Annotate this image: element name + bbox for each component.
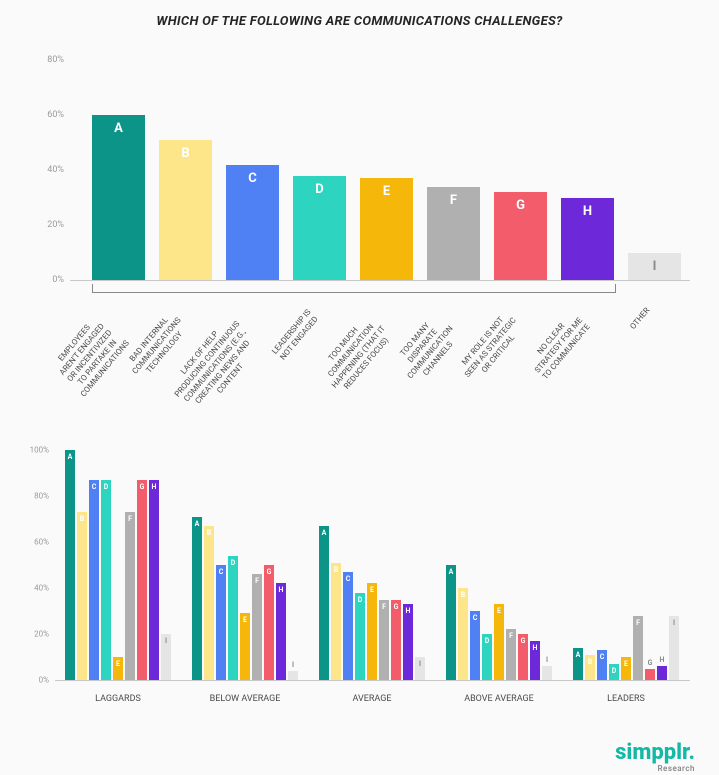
chart2-xlabel: AVERAGE	[353, 694, 392, 704]
chart2-bar-leaders-B: B	[585, 655, 595, 680]
chart2-bar-average-E: E	[367, 583, 377, 680]
chart2-bar-laggards-C: C	[89, 480, 99, 680]
chart2-bar-above-average-A: A	[446, 565, 456, 680]
chart1-xlabel: TOO MUCHCOMMUNICATIONHAPPENING (THAT ITR…	[315, 311, 396, 397]
chart2-bar-below-average-H: H	[276, 583, 286, 680]
chart2-plot: 0%20%40%60%80%100%ABCDEFGHIABCDEFGHIABCD…	[55, 450, 690, 680]
chart2-bar-average-A: A	[319, 526, 329, 680]
chart2-bar-above-average-B: B	[458, 588, 468, 680]
chart2-ytick: 40%	[19, 584, 49, 593]
chart2-bar-average-F: F	[379, 600, 389, 681]
chart2-ytick: 80%	[19, 492, 49, 501]
chart2-bar-average-B: B	[331, 563, 341, 680]
chart1-bar-I: I	[628, 253, 681, 281]
logo-dot: .	[688, 740, 695, 765]
chart1-x-axis	[70, 280, 690, 281]
chart1-bar-G: G	[494, 192, 547, 280]
chart-by-segment: 0%20%40%60%80%100%ABCDEFGHIABCDEFGHIABCD…	[55, 450, 690, 680]
chart1-xlabel: TOO MANYDISPARATECOMMUNICATIONCHANNELS	[390, 311, 463, 387]
chart1-xlabel: NO CLEARSTRATEGY FOR METO COMMUNICATE	[526, 309, 593, 381]
chart2-bar-above-average-D: D	[482, 634, 492, 680]
chart1-xlabel: LEADERSHIP ISNOT ENGAGED	[270, 308, 321, 363]
chart2-ytick: 20%	[19, 630, 49, 639]
chart2-ytick: 100%	[19, 446, 49, 455]
chart2-ytick: 0%	[19, 676, 49, 685]
chart2-x-axis	[55, 680, 690, 681]
chart2-xlabel: BELOW AVERAGE	[210, 694, 281, 704]
chart1-ytick: 40%	[32, 165, 64, 175]
chart2-bar-average-C: C	[343, 572, 353, 680]
chart2-bar-laggards-I: I	[161, 634, 171, 680]
chart2-bar-leaders-F: F	[633, 616, 643, 680]
chart1-bar-F: F	[427, 187, 480, 281]
chart2-bar-below-average-C: C	[216, 565, 226, 680]
chart2-xlabel: ABOVE AVERAGE	[464, 694, 534, 704]
chart2-x-labels: LAGGARDS BELOW AVERAGE AVERAGE ABOVE AVERAG…	[55, 690, 690, 710]
brand-logo: simpplr.	[615, 740, 695, 765]
chart-title: WHICH OF THE FOLLOWING ARE COMMUNICATION…	[0, 0, 719, 29]
chart2-bar-laggards-A: A	[65, 450, 75, 680]
chart2-bar-leaders-D: D	[609, 664, 619, 680]
chart2-bar-average-H: H	[403, 604, 413, 680]
chart2-bar-leaders-E: E	[621, 657, 631, 680]
logo-sub: Research	[657, 764, 695, 773]
chart2-bar-below-average-D: D	[228, 556, 238, 680]
chart2-bar-laggards-H: H	[149, 480, 159, 680]
chart2-bar-leaders-H: H	[657, 666, 667, 680]
chart2-bar-below-average-F: F	[252, 574, 262, 680]
chart2-bar-above-average-H: H	[530, 641, 540, 680]
chart1-ytick: 0%	[32, 275, 64, 285]
chart2-bar-below-average-G: G	[264, 565, 274, 680]
chart2-bar-below-average-I: I	[288, 671, 298, 680]
chart2-bar-above-average-F: F	[506, 629, 516, 680]
chart2-bar-above-average-G: G	[518, 634, 528, 680]
chart2-bar-laggards-F: F	[125, 512, 135, 680]
chart2-ytick: 60%	[19, 538, 49, 547]
chart2-bar-above-average-E: E	[494, 604, 504, 680]
chart-overall: 0%20%40%60%80%ABCDEFGHI	[70, 60, 690, 280]
chart2-bar-laggards-B: B	[77, 512, 87, 680]
chart1-x-labels: EMPLOYEESAREN'T ENGAGEDOR INCENTIVIZEDTO…	[70, 290, 690, 420]
page: WHICH OF THE FOLLOWING ARE COMMUNICATION…	[0, 0, 719, 775]
chart2-bar-average-I: I	[415, 657, 425, 680]
chart2-bar-below-average-B: B	[204, 526, 214, 680]
chart1-ytick: 20%	[32, 220, 64, 230]
chart1-xlabel: OTHER	[628, 306, 652, 332]
chart1-ytick: 80%	[32, 55, 64, 65]
chart1-bar-A: A	[92, 115, 145, 280]
chart2-bar-laggards-G: G	[137, 480, 147, 680]
chart1-bar-C: C	[226, 165, 279, 281]
chart1-ytick: 60%	[32, 110, 64, 120]
chart1-bar-H: H	[561, 198, 614, 281]
chart2-bar-leaders-I: I	[669, 616, 679, 680]
chart1-xlabel: MY ROLE IS NOTSEEN AS STRATEGICOR CRITIC…	[455, 309, 526, 386]
chart2-bar-leaders-G: G	[645, 669, 655, 681]
logo-text: simpplr	[615, 740, 688, 765]
chart1-bar-D: D	[293, 176, 346, 281]
chart2-bar-above-average-I: I	[542, 666, 552, 680]
chart2-xlabel: LAGGARDS	[95, 694, 141, 704]
chart2-bar-leaders-A: A	[573, 648, 583, 680]
chart2-xlabel: LEADERS	[607, 694, 645, 704]
chart2-bar-average-G: G	[391, 600, 401, 681]
chart1-bar-B: B	[159, 140, 212, 280]
chart1-plot: 0%20%40%60%80%ABCDEFGHI	[70, 60, 690, 280]
chart2-bar-above-average-C: C	[470, 611, 480, 680]
chart1-xlabel: EMPLOYEESAREN'T ENGAGEDOR INCENTIVIZEDTO…	[48, 313, 132, 399]
chart2-bar-below-average-E: E	[240, 613, 250, 680]
chart1-bar-E: E	[360, 178, 413, 280]
chart2-bar-laggards-D: D	[101, 480, 111, 680]
chart2-bar-leaders-C: C	[597, 650, 607, 680]
chart2-bar-average-D: D	[355, 593, 365, 680]
chart2-bar-laggards-E: E	[113, 657, 123, 680]
chart2-bar-below-average-A: A	[192, 517, 202, 680]
